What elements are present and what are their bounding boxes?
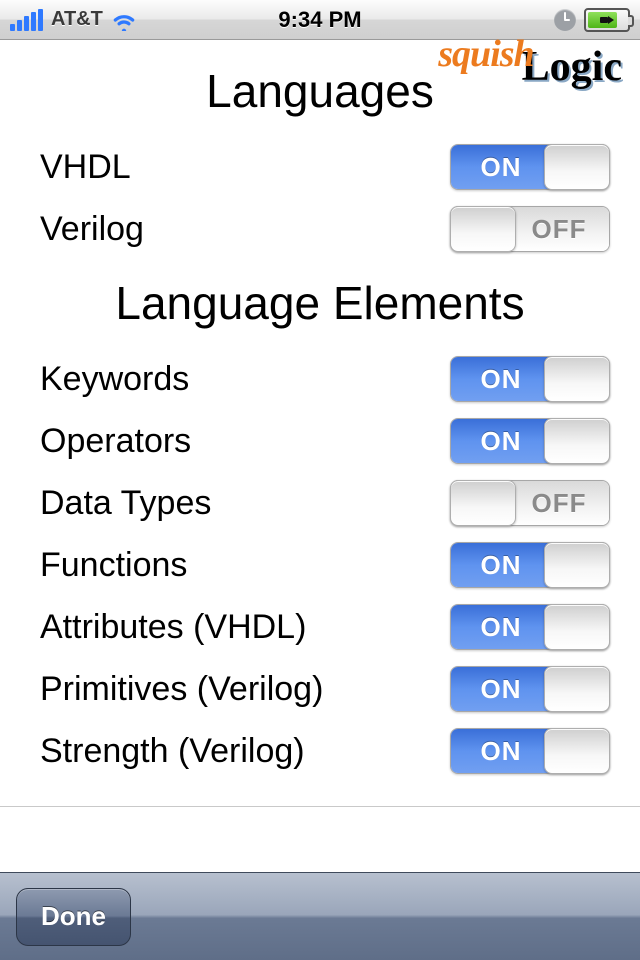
setting-row: Attributes (VHDL) ONOFF <box>40 596 610 658</box>
toggle-switch[interactable]: ONOFF <box>450 206 610 252</box>
group-elements: KeywordsONOFFOperatorsONOFFData TypesONO… <box>0 348 640 782</box>
toggle-knob <box>544 542 610 588</box>
setting-label: Keywords <box>40 360 189 399</box>
toggle-switch[interactable]: ONOFF <box>450 144 610 190</box>
logo-part2: Logic <box>522 44 622 90</box>
toggle-switch[interactable]: ONOFF <box>450 666 610 712</box>
setting-row: Strength (Verilog) ONOFF <box>40 720 610 782</box>
group-languages: VHDLONOFFVerilogONOFF <box>0 136 640 260</box>
toggle-off-label: OFF <box>509 207 609 251</box>
toggle-switch[interactable]: ONOFF <box>450 604 610 650</box>
toggle-on-label: ON <box>451 419 551 463</box>
toggle-switch[interactable]: ONOFF <box>450 542 610 588</box>
setting-row: Verilog ONOFF <box>40 198 610 260</box>
setting-label: Functions <box>40 546 187 585</box>
alarm-icon <box>554 9 576 31</box>
section-title-elements: Language Elements <box>0 276 640 330</box>
status-bar: AT&T 9:34 PM <box>0 0 640 40</box>
separator <box>0 806 640 807</box>
toggle-on-label: ON <box>451 667 551 711</box>
toggle-on-label: ON <box>451 543 551 587</box>
setting-row: Functions ONOFF <box>40 534 610 596</box>
toggle-on-label: ON <box>451 145 551 189</box>
setting-row: Keywords ONOFF <box>40 348 610 410</box>
setting-row: VHDL ONOFF <box>40 136 610 198</box>
toggle-switch[interactable]: ONOFF <box>450 418 610 464</box>
battery-icon <box>584 8 630 32</box>
toggle-switch[interactable]: ONOFF <box>450 728 610 774</box>
signal-icon <box>10 9 43 31</box>
toggle-switch[interactable]: ONOFF <box>450 480 610 526</box>
toggle-knob <box>544 144 610 190</box>
setting-row: Primitives (Verilog) ONOFF <box>40 658 610 720</box>
clock-label: 9:34 PM <box>217 7 424 33</box>
toggle-knob <box>544 728 610 774</box>
done-button[interactable]: Done <box>16 888 131 946</box>
toggle-knob <box>544 418 610 464</box>
setting-row: Operators ONOFF <box>40 410 610 472</box>
toggle-knob <box>544 356 610 402</box>
toggle-on-label: ON <box>451 729 551 773</box>
brand-logo: squishLogic <box>426 46 622 88</box>
setting-label: Verilog <box>40 210 144 249</box>
bottom-toolbar: Done <box>0 872 640 960</box>
toggle-switch[interactable]: ONOFF <box>450 356 610 402</box>
logo-part1: squish <box>438 33 533 75</box>
setting-label: Primitives (Verilog) <box>40 670 323 709</box>
toggle-knob <box>450 206 516 252</box>
setting-label: Operators <box>40 422 191 461</box>
settings-content: squishLogic Languages VHDLONOFFVerilogON… <box>0 40 640 870</box>
setting-label: Strength (Verilog) <box>40 732 305 771</box>
setting-label: Data Types <box>40 484 211 523</box>
toggle-on-label: ON <box>451 605 551 649</box>
setting-label: Attributes (VHDL) <box>40 608 306 647</box>
carrier-label: AT&T <box>51 8 103 31</box>
toggle-knob <box>450 480 516 526</box>
setting-row: Data Types ONOFF <box>40 472 610 534</box>
toggle-knob <box>544 666 610 712</box>
wifi-icon <box>111 9 137 31</box>
toggle-knob <box>544 604 610 650</box>
toggle-on-label: ON <box>451 357 551 401</box>
setting-label: VHDL <box>40 148 131 187</box>
toggle-off-label: OFF <box>509 481 609 525</box>
